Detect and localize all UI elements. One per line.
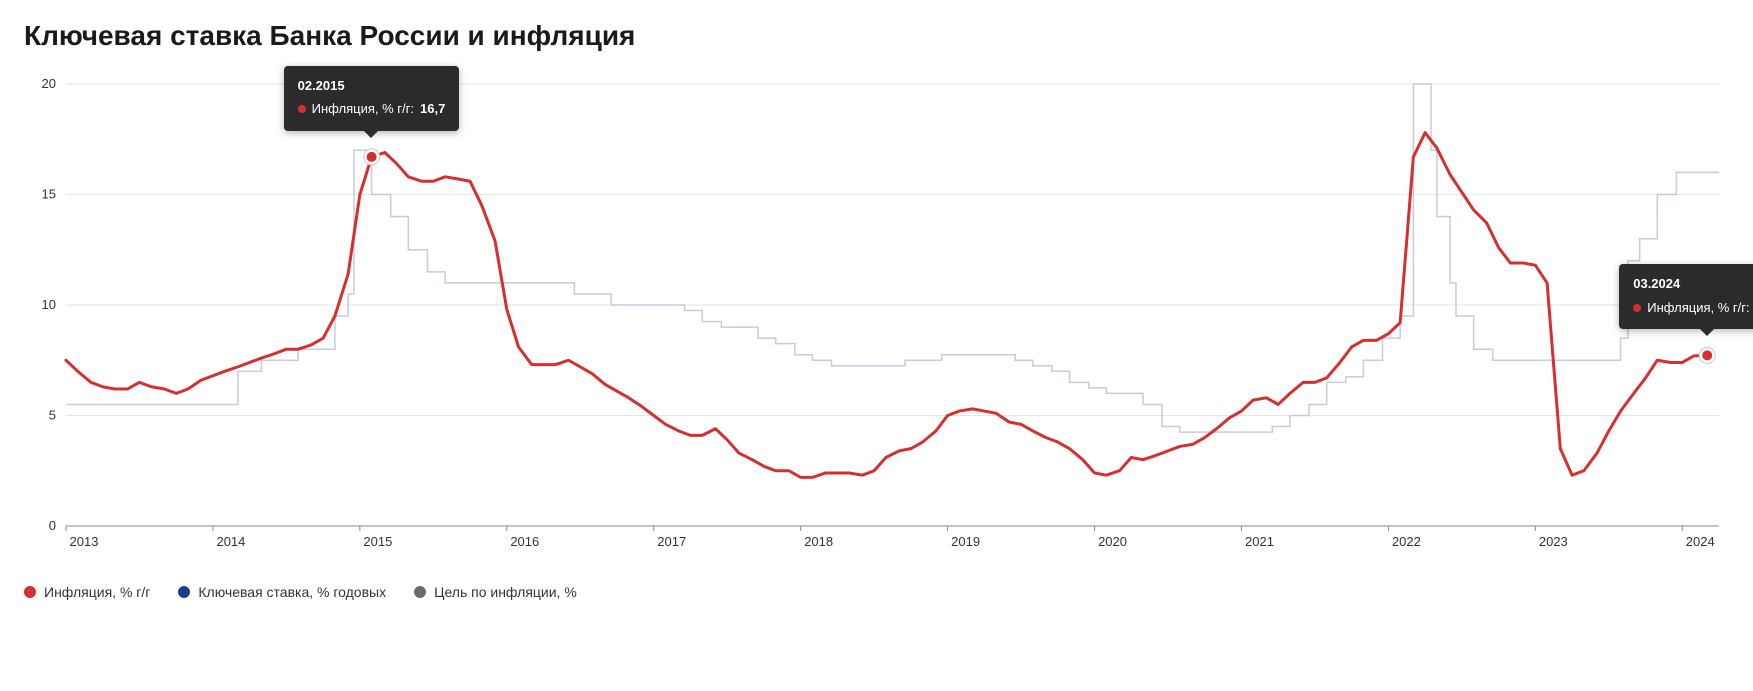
svg-text:2013: 2013 <box>70 534 99 549</box>
svg-text:2022: 2022 <box>1392 534 1421 549</box>
legend: Инфляция, % г/г Ключевая ставка, % годовы… <box>24 584 1729 600</box>
svg-text:2018: 2018 <box>804 534 833 549</box>
svg-text:5: 5 <box>49 408 56 423</box>
legend-dot-icon <box>24 586 36 598</box>
chart-title: Ключевая ставка Банка России и инфляция <box>24 20 1729 52</box>
svg-text:2016: 2016 <box>510 534 539 549</box>
svg-text:2021: 2021 <box>1245 534 1274 549</box>
legend-item[interactable]: Инфляция, % г/г <box>24 584 150 600</box>
legend-item[interactable]: Ключевая ставка, % годовых <box>178 584 386 600</box>
svg-text:20: 20 <box>42 76 56 91</box>
legend-item[interactable]: Цель по инфляции, % <box>414 584 577 600</box>
legend-label: Ключевая ставка, % годовых <box>198 584 386 600</box>
chart-container: 0 5 10 15 20 2013 2014 2015 2016 2017 2018 2019 2020… <box>24 76 1729 556</box>
svg-text:2015: 2015 <box>363 534 392 549</box>
chart-svg: 0 5 10 15 20 2013 2014 2015 2016 2017 2018 2019 2020… <box>24 76 1729 556</box>
svg-text:2019: 2019 <box>951 534 980 549</box>
svg-text:2023: 2023 <box>1539 534 1568 549</box>
svg-text:2014: 2014 <box>216 534 245 549</box>
legend-dot-icon <box>414 586 426 598</box>
svg-text:2024: 2024 <box>1686 534 1715 549</box>
svg-text:2017: 2017 <box>657 534 686 549</box>
legend-label: Инфляция, % г/г <box>44 584 150 600</box>
legend-dot-icon <box>178 586 190 598</box>
svg-text:10: 10 <box>42 297 56 312</box>
svg-text:2020: 2020 <box>1098 534 1127 549</box>
legend-label: Цель по инфляции, % <box>434 584 577 600</box>
svg-text:0: 0 <box>49 518 56 533</box>
svg-text:15: 15 <box>42 187 56 202</box>
